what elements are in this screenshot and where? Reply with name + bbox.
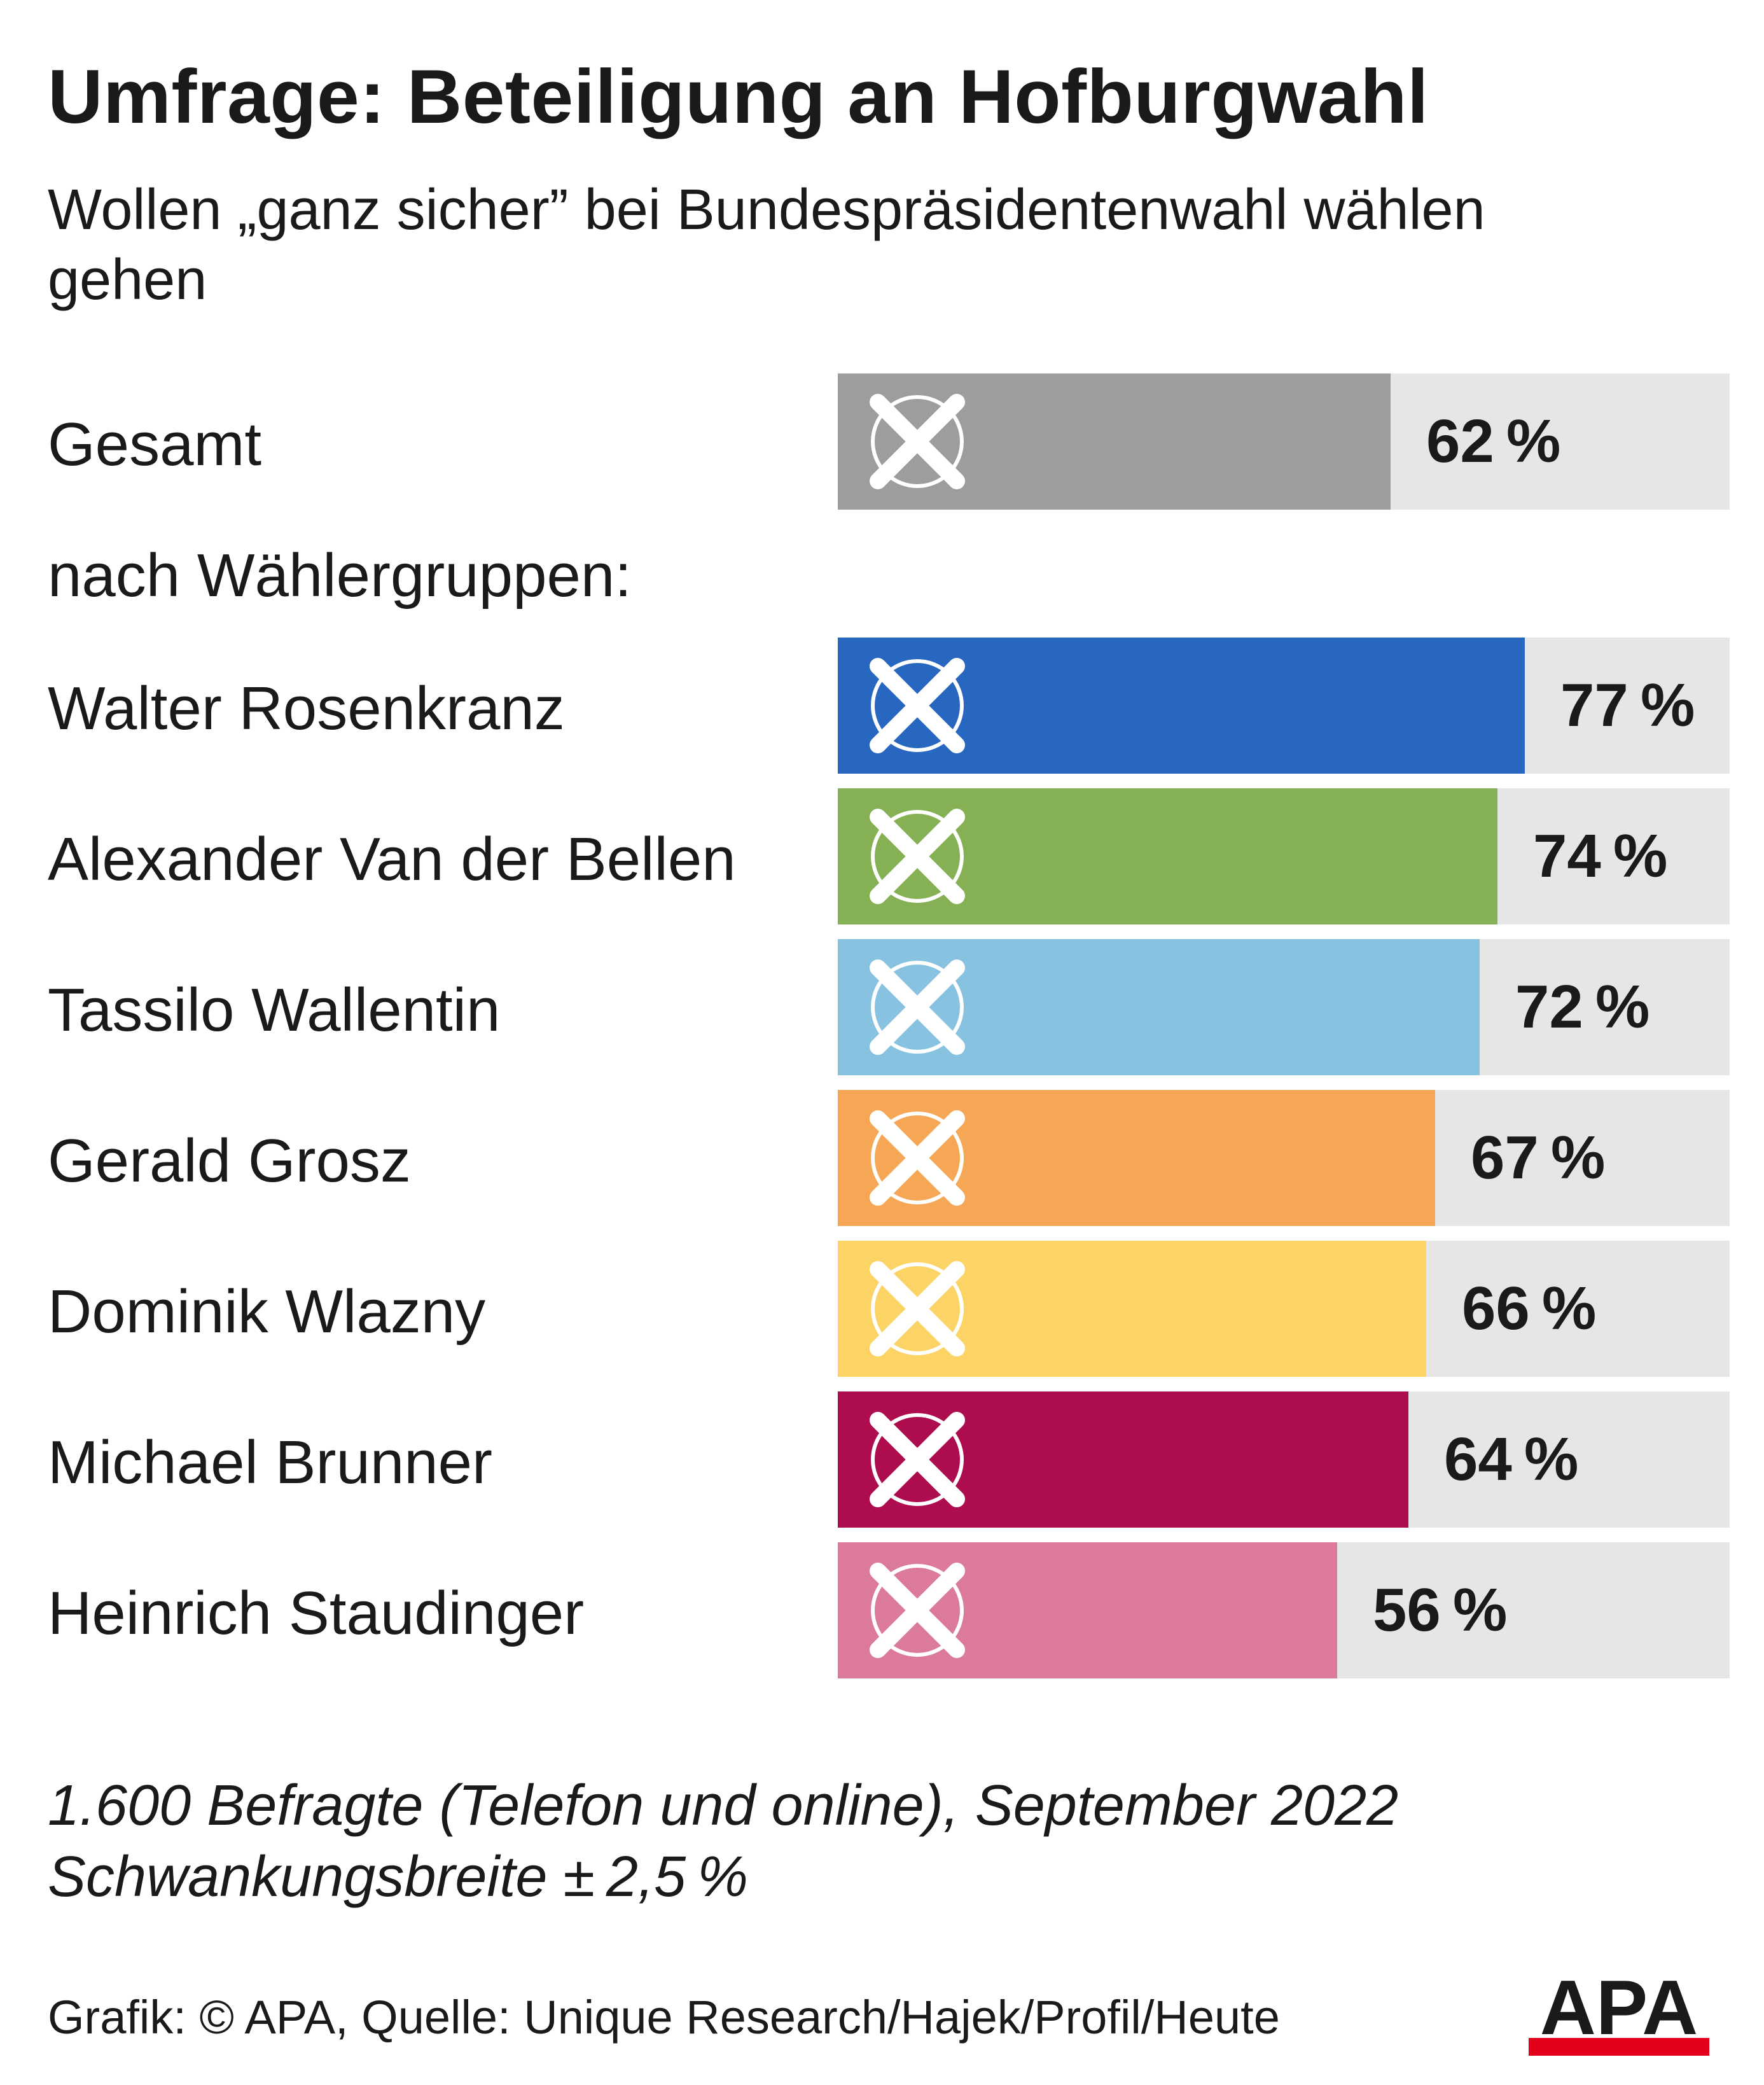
bar: [838, 788, 1497, 924]
bar-track: 77 %: [838, 638, 1730, 774]
bar-category-label: Heinrich Staudinger: [48, 1579, 585, 1647]
chart-title: Umfrage: Beteiligung an Hofburgwahl: [48, 54, 1429, 139]
bar-track: 64 %: [838, 1391, 1730, 1528]
apa-logo: APA: [1529, 1964, 1709, 2056]
bar-category-label: Tassilo Wallentin: [48, 976, 501, 1044]
ballot-cross-icon: [870, 658, 965, 753]
bar-track: 72 %: [838, 939, 1730, 1075]
apa-logo-red-bar: [1529, 2038, 1709, 2056]
bar-value-label: 74 %: [1533, 822, 1668, 890]
bar-category-label: Michael Brunner: [48, 1428, 492, 1496]
bar-track: 67 %: [838, 1090, 1730, 1226]
bar-category-label: Alexander Van der Bellen: [48, 825, 736, 893]
ballot-cross-icon: [870, 394, 965, 489]
bar-value-label: 66 %: [1462, 1274, 1597, 1342]
bar: [838, 1241, 1426, 1377]
bar-value-label: 62 %: [1426, 407, 1561, 475]
ballot-cross-icon: [870, 1412, 965, 1507]
bar-category-label: Gesamt: [48, 410, 262, 478]
apa-logo-text: APA: [1540, 1964, 1698, 2051]
bar-category-label: Gerald Grosz: [48, 1127, 411, 1195]
bar-track: 62 %: [838, 373, 1730, 510]
ballot-cross-icon: [870, 1563, 965, 1658]
bar: [838, 1090, 1435, 1226]
bar-track: 56 %: [838, 1542, 1730, 1678]
bar-track: 74 %: [838, 788, 1730, 924]
bar-category-label: Walter Rosenkranz: [48, 674, 565, 743]
bar: [838, 638, 1525, 774]
bar: [838, 1391, 1408, 1528]
bar-value-label: 64 %: [1444, 1425, 1579, 1493]
ballot-cross-icon: [870, 1110, 965, 1206]
bar-value-label: 77 %: [1560, 671, 1695, 739]
bar-track: 66 %: [838, 1241, 1730, 1377]
ballot-cross-icon: [870, 959, 965, 1055]
survey-note-line1: 1.600 Befragte (Telefon und online), Sep…: [48, 1774, 1399, 1837]
bar: [838, 373, 1391, 510]
bar-value-label: 56 %: [1373, 1576, 1508, 1644]
ballot-cross-icon: [870, 1261, 965, 1356]
source-credit: Grafik: © APA, Quelle: Unique Research/H…: [48, 1991, 1280, 2044]
bar-category-label: Dominik Wlazny: [48, 1278, 486, 1346]
survey-note: 1.600 Befragte (Telefon und online), Sep…: [48, 1770, 1398, 1913]
bar: [838, 939, 1480, 1075]
survey-note-line2: Schwankungsbreite ± 2,5 %: [48, 1845, 749, 1909]
chart-subtitle: Wollen „ganz sicher” bei Bundespräsident…: [48, 178, 1485, 312]
bar-value-label: 67 %: [1471, 1124, 1606, 1192]
bar-value-label: 72 %: [1515, 973, 1650, 1041]
bar: [838, 1542, 1337, 1678]
ballot-cross-icon: [870, 809, 965, 904]
group-heading: nach Wählergruppen:: [48, 541, 632, 610]
